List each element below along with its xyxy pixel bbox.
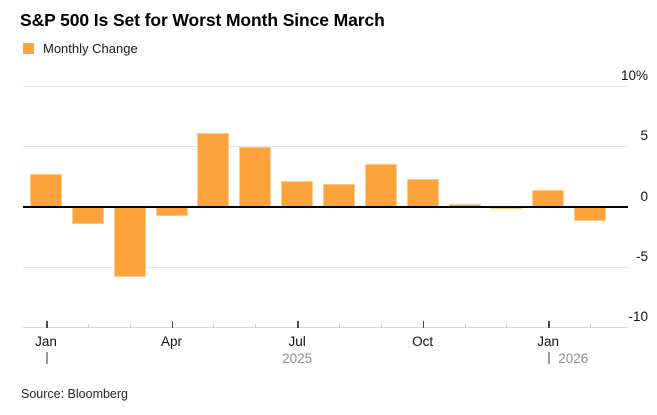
bar-sep-2025[interactable] <box>364 163 397 207</box>
y-axis-tick-label: -10 <box>628 309 648 325</box>
x-axis-year-label: 2026 <box>558 351 589 366</box>
bar-jun-2025[interactable] <box>239 146 272 207</box>
zero-baseline <box>23 205 628 208</box>
legend-swatch-icon <box>23 43 34 54</box>
bar-apr-2025[interactable] <box>155 206 188 216</box>
bar-feb-2025[interactable] <box>71 206 104 224</box>
chart-title: S&P 500 Is Set for Worst Month Since Mar… <box>20 10 385 30</box>
bar-jan-2025[interactable] <box>30 174 62 207</box>
minor-month-tick <box>506 323 508 328</box>
x-axis-month-label: Apr <box>161 334 183 349</box>
minor-month-tick <box>255 323 257 328</box>
gridline <box>23 86 628 88</box>
minor-month-tick <box>213 323 215 328</box>
minor-month-tick <box>464 323 466 328</box>
legend: Monthly Change <box>23 41 138 56</box>
gridline <box>23 146 628 148</box>
bar-mar-2025[interactable] <box>113 206 146 277</box>
major-month-tick <box>171 320 174 328</box>
bar-may-2025[interactable] <box>197 132 230 207</box>
minor-month-tick <box>380 323 382 328</box>
y-axis-tick-label: 0 <box>640 188 648 204</box>
year-start-marker <box>548 352 550 364</box>
minor-month-tick <box>338 323 340 328</box>
major-month-tick <box>548 320 550 328</box>
y-axis-tick-label: 10% <box>620 68 648 84</box>
source-note: Source: Bloomberg <box>21 387 129 401</box>
y-axis-tick-label: 5 <box>640 128 648 144</box>
minor-month-tick <box>129 323 131 328</box>
bar-aug-2025[interactable] <box>322 183 355 207</box>
y-axis-tick-label: -5 <box>635 249 648 265</box>
x-axis-line <box>23 327 628 329</box>
bar-jan-2026[interactable] <box>532 189 565 207</box>
x-axis-month-label: Jan <box>35 334 57 349</box>
x-axis-month-label: Oct <box>412 334 434 349</box>
legend-label: Monthly Change <box>43 41 138 56</box>
year-start-marker <box>46 352 48 364</box>
x-axis-month-label: Jul <box>288 334 306 349</box>
major-month-tick <box>422 320 425 328</box>
bar-oct-2025[interactable] <box>406 178 439 207</box>
minor-month-tick <box>87 323 89 328</box>
major-month-tick <box>297 320 299 328</box>
major-month-tick <box>46 320 48 328</box>
bar-feb-2026[interactable] <box>574 206 607 222</box>
x-axis-month-label: Jan <box>537 334 560 349</box>
minor-month-tick <box>590 323 592 328</box>
gridline <box>23 267 628 269</box>
bar-jul-2025[interactable] <box>281 180 314 207</box>
x-axis-year-label: 2025 <box>282 351 313 366</box>
